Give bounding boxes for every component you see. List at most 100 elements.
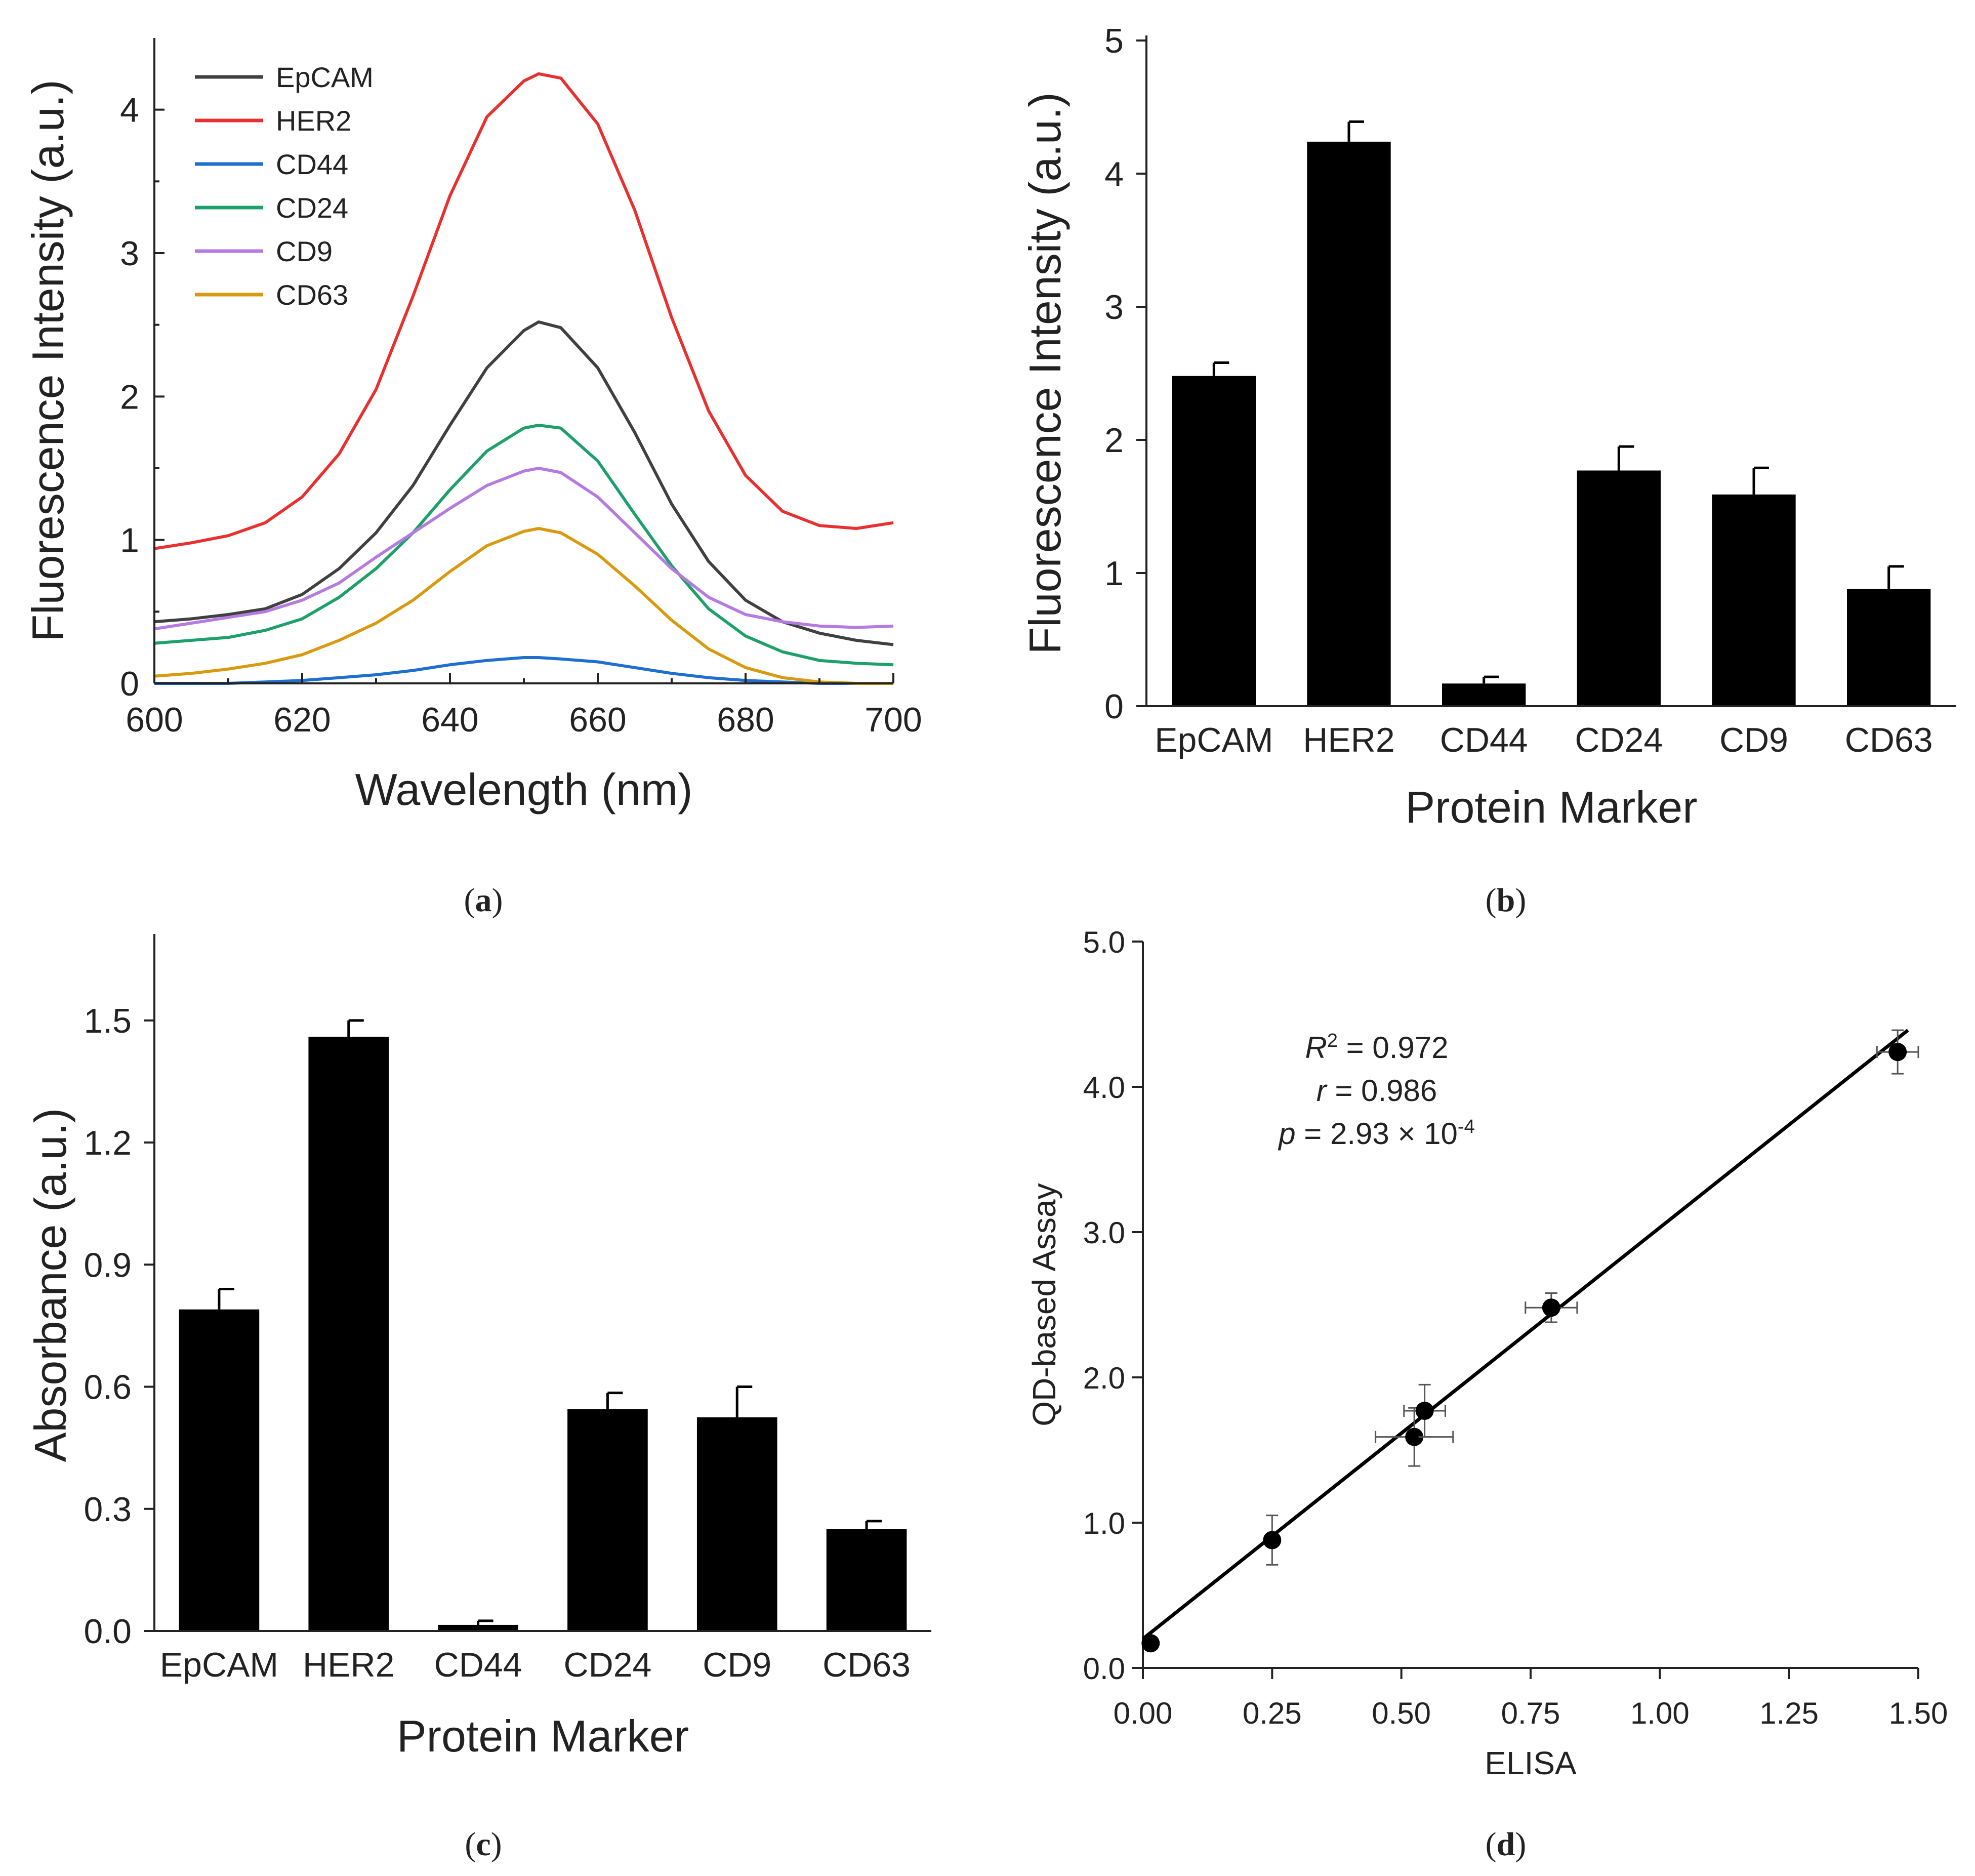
y-tick-label: 2 (120, 378, 139, 416)
y-tick-label: 0.6 (84, 1368, 132, 1407)
y-tick-label: 2.0 (1083, 1361, 1125, 1395)
x-axis-title: ELISA (1485, 1745, 1577, 1781)
panel-c: EpCAM HER2 CD44 CD24 CD9 CD63 0.0 0.3 0.6 0.9 1.2 1… (25, 934, 931, 1761)
y-tick-label: 1 (1104, 554, 1124, 593)
y-tick-label: 1.2 (84, 1124, 132, 1162)
series-line-her2 (154, 72, 894, 550)
x-tick-label-cd44: CD44 (1440, 721, 1528, 759)
bar-cd24 (567, 1409, 648, 1631)
x-tick-label: 640 (421, 701, 478, 739)
y-tick-label: 1 (120, 521, 139, 560)
x-tick-label: 680 (717, 701, 774, 739)
data-point-0 (1141, 1634, 1160, 1653)
legend-label-epcam: EpCAM (276, 61, 374, 93)
caption-a: (a) (464, 882, 503, 919)
data-point-5 (1888, 1043, 1907, 1062)
y-tick-label: 5 (1104, 22, 1124, 60)
x-tick-label-cd24: CD24 (563, 1646, 651, 1684)
caption-c: (c) (465, 1826, 502, 1863)
y-axis-title: Absorbance (a.u.) (25, 1108, 75, 1462)
x-axis-title: Protein Marker (397, 1711, 689, 1761)
y-tick-label: 4.0 (1083, 1071, 1125, 1105)
y-axis-title: Fluorescence Intensity (a.u.) (1020, 92, 1070, 654)
y-tick-label: 0 (120, 665, 139, 703)
r-label: r = 0.986 (1316, 1074, 1437, 1108)
x-tick-label: 0.00 (1114, 1696, 1173, 1730)
series-line-cd63 (154, 527, 893, 685)
y-tick-label: 0 (1104, 687, 1124, 726)
bar-her2 (1307, 141, 1391, 706)
x-tick-label-cd9: CD9 (1719, 721, 1788, 759)
bar-cd44 (438, 1624, 518, 1631)
captions: (a) (b) (c) (d) (464, 882, 1527, 1863)
x-tick-label: 1.50 (1889, 1696, 1948, 1730)
y-tick-label: 3 (120, 234, 139, 273)
x-axis-title: Protein Marker (1405, 782, 1697, 832)
data-point-4 (1542, 1298, 1560, 1317)
y-axis-title: QD-based Assay (1026, 1183, 1062, 1426)
legend-label-cd63: CD63 (276, 279, 348, 311)
y-tick-label: 3.0 (1083, 1216, 1125, 1250)
legend-label-her2: HER2 (276, 105, 351, 137)
y-tick-label: 0.9 (84, 1246, 132, 1284)
series-line-epcam (154, 320, 894, 646)
x-tick-label: 660 (569, 701, 626, 739)
bar-cd44 (1442, 683, 1526, 706)
fit-line (1141, 1029, 1909, 1641)
bar-epcam (1172, 376, 1256, 706)
x-tick-label: 0.25 (1243, 1696, 1302, 1730)
y-tick-label: 3 (1104, 288, 1124, 327)
bar-cd63 (1847, 589, 1931, 706)
x-tick-label-her2: HER2 (303, 1646, 394, 1684)
legend-label-cd9: CD9 (276, 235, 333, 267)
series-line-cd44 (154, 656, 893, 685)
y-tick-label: 0.0 (1083, 1652, 1125, 1686)
panel-d: 0.00 0.25 0.50 0.75 1.00 1.25 1.50 0.0 1.0 2.0 3.0… (1026, 925, 1948, 1781)
x-tick-label-cd63: CD63 (822, 1646, 911, 1684)
data-point-2 (1405, 1428, 1424, 1446)
y-tick-label: 5.0 (1083, 925, 1125, 959)
x-tick-label: 0.50 (1372, 1696, 1431, 1730)
legend-label-cd24: CD24 (276, 192, 348, 224)
bar-epcam (179, 1309, 260, 1631)
y-tick-label: 2 (1104, 421, 1124, 460)
y-tick-label: 4 (1104, 155, 1124, 193)
panel-b: EpCAM HER2 CD44 CD24 CD9 CD63 0 1 2 3 4 5 Protein Ma… (1020, 22, 1956, 832)
panel-a: 600 620 640 660 680 700 0 1 2 3 4 Wavelength (nm) Fl… (23, 38, 922, 814)
y-tick-label: 4 (120, 91, 139, 130)
x-tick-label-cd24: CD24 (1575, 721, 1663, 759)
x-tick-label-epcam: EpCAM (160, 1646, 278, 1684)
x-tick-label: 0.75 (1501, 1696, 1560, 1730)
x-tick-label-her2: HER2 (1303, 721, 1394, 759)
y-tick-label: 0.3 (84, 1490, 132, 1529)
x-tick-label-epcam: EpCAM (1155, 721, 1273, 759)
x-tick-label: 600 (126, 701, 183, 739)
x-tick-label: 1.00 (1630, 1696, 1690, 1730)
x-tick-label: 1.25 (1759, 1696, 1819, 1730)
bar-cd63 (826, 1529, 907, 1631)
series-line-cd24 (154, 424, 894, 667)
legend-label-cd44: CD44 (276, 148, 348, 180)
p-value-label: p = 2.93 × 10-4 (1278, 1116, 1474, 1151)
x-tick-label-cd63: CD63 (1845, 721, 1933, 759)
bar-cd24 (1577, 470, 1661, 706)
bar-her2 (308, 1036, 389, 1631)
y-axis-title: Fluorescence Intensity (a.u.) (23, 79, 73, 641)
y-tick-label: 0.0 (84, 1612, 132, 1651)
x-tick-label: 700 (865, 701, 922, 739)
x-tick-label-cd44: CD44 (434, 1646, 522, 1684)
caption-b: (b) (1486, 882, 1527, 919)
y-tick-label: 1.5 (84, 1002, 132, 1040)
y-tick-label: 1.0 (1083, 1506, 1125, 1540)
r-squared-label: R2 = 0.972 (1305, 1030, 1448, 1065)
x-tick-label-cd9: CD9 (703, 1646, 771, 1684)
series-line-cd9 (154, 467, 894, 631)
bar-cd9 (1712, 494, 1796, 706)
data-point-1 (1263, 1531, 1282, 1549)
x-tick-label: 620 (273, 701, 331, 739)
fit-statistics: R2 = 0.972 r = 0.986 p = 2.93 × 10-4 (1278, 1030, 1474, 1151)
data-point-3 (1415, 1402, 1434, 1420)
caption-d: (d) (1486, 1826, 1527, 1863)
bar-cd9 (696, 1417, 777, 1631)
